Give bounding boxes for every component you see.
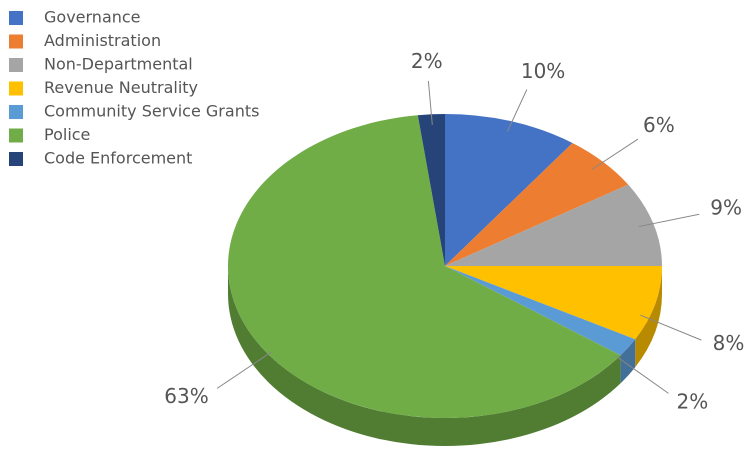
slice [445, 266, 636, 356]
legend-label: Revenue Neutrality [44, 78, 198, 97]
legend-swatch [9, 128, 23, 143]
legend-swatch [9, 152, 23, 166]
value-label: 8% [713, 331, 745, 355]
value-label: 2% [411, 49, 443, 73]
value-label: 6% [643, 113, 675, 137]
legend-swatch [9, 58, 23, 72]
leader-line [591, 138, 639, 170]
legend-swatch [9, 81, 23, 96]
slice-side [228, 266, 621, 446]
leader-line [216, 351, 272, 389]
legend-swatch [9, 34, 23, 49]
legend-label: Community Service Grants [44, 102, 259, 121]
legend-label: Code Enforcement [44, 149, 192, 168]
slice [445, 266, 662, 340]
value-label: 10% [521, 59, 565, 83]
slice [445, 143, 629, 266]
legend-label: Police [44, 125, 90, 144]
slice-side [620, 339, 636, 384]
value-label: 2% [677, 390, 709, 414]
leader-line [638, 213, 700, 228]
leader-line [506, 89, 528, 132]
slice [445, 114, 573, 266]
slice [227, 115, 621, 419]
value-label: 63% [164, 384, 208, 408]
slice-side [635, 266, 663, 368]
leader-line [427, 80, 433, 125]
legend-label: Administration [44, 31, 161, 50]
slice [417, 114, 445, 266]
legend-label: Governance [44, 8, 141, 27]
leader-line [615, 355, 669, 394]
legend-swatch [9, 105, 23, 119]
legend-label: Non-Departmental [44, 55, 193, 74]
legend-swatch [9, 11, 23, 25]
value-label: 9% [710, 196, 742, 220]
slice [445, 184, 662, 266]
leader-line [640, 314, 702, 341]
